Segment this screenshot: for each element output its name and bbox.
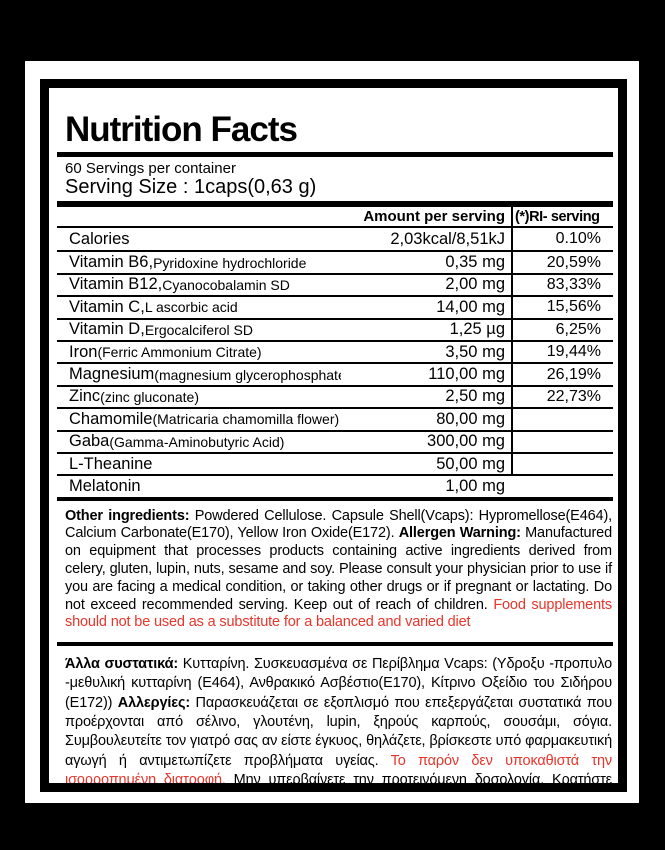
nutrient-name-sub: Cyanocobalamin SD — [162, 276, 290, 293]
nutrient-ri-percent — [511, 453, 613, 475]
table-row: L-Theanine 50,00 mg — [57, 451, 613, 475]
nutrient-name-main: Iron — [69, 342, 98, 361]
nutrient-name: Vitamin B12, Cyanocobalamin SD — [57, 275, 341, 295]
allergen-warning-label: Allergen Warning: — [398, 525, 521, 542]
nutrient-ri-percent: 22,73% — [511, 386, 613, 408]
nutrient-amount: 2,50 mg — [445, 387, 505, 406]
nutrient-name-main: Magnesium — [69, 365, 155, 384]
label-content: Nutrition Facts 60 Servings per containe… — [49, 110, 618, 789]
label-title: Nutrition Facts — [65, 110, 298, 149]
table-row: Vitamin D, Ergocalciferol SD 1,25 µg 6,25% — [57, 317, 613, 340]
table-header-row: Amount per serving (*)RI- serving — [57, 207, 613, 228]
greek-red-warning: Το παρόν δεν υποκαθιστά την ισορροπημένη… — [65, 752, 612, 789]
divider-under-title — [57, 152, 613, 157]
servings-per-container: 60 Servings per container — [65, 160, 236, 177]
nutrient-ri-percent: 6,25% — [511, 319, 613, 340]
nutrient-amount: 3,50 mg — [445, 342, 505, 361]
nutrient-name-main: Gaba — [69, 432, 110, 451]
nutrient-name-sub: Pyridoxine hydrochloride — [153, 254, 307, 271]
divider-language-sections — [57, 642, 613, 646]
divider-table-bottom — [57, 496, 613, 501]
nutrient-name: Vitamin D, Ergocalciferol SD — [57, 320, 341, 340]
nutrient-name-sub: (Gamma-Aminobutyric Acid) — [109, 433, 285, 450]
nutrient-name-sub: Ergocalciferol SD — [144, 321, 253, 338]
nutrient-amount: 0,35 mg — [445, 253, 505, 272]
other-ingredients-text: Powdered Cellulose. Capsule Shell(Vcaps)… — [65, 507, 612, 542]
nutrient-ri-percent — [511, 431, 613, 452]
nutrient-name: Iron (Ferric Ammonium Citrate) — [57, 342, 341, 362]
nutrient-name: Gaba (Gamma-Aminobutyric Acid) — [57, 432, 341, 452]
label-frame: Nutrition Facts 60 Servings per containe… — [40, 79, 627, 792]
english-warning-paragraph: Other ingredients: Powdered Cellulose. C… — [57, 501, 613, 643]
nutrient-name: Vitamin B6, Pyridoxine hydrochloride — [57, 252, 341, 272]
nutrient-ri-percent — [511, 476, 613, 496]
greek-allergies-label: Αλλεργίες: — [117, 694, 191, 711]
nutrient-name: Melatonin — [57, 476, 341, 496]
table-row: Calories 2,03kcal/8,51kJ 0.10% — [57, 228, 613, 251]
serving-size: Serving Size : 1caps(0,63 g) — [65, 176, 317, 198]
nutrient-name: Chamomile (Matricaria chamomilla flower) — [57, 409, 341, 429]
nutrient-amount: 2,03kcal/8,51kJ — [390, 229, 505, 248]
nutrient-name-sub: L ascorbic acid — [144, 299, 238, 316]
nutrient-amount: 1,00 mg — [445, 476, 505, 495]
table-row: Chamomile (Matricaria chamomilla flower)… — [57, 407, 613, 430]
table-row: Vitamin C, L ascorbic acid 14,00 mg 15,56% — [57, 295, 613, 318]
table-row: Gaba (Gamma-Aminobutyric Acid) 300,00 mg — [57, 429, 613, 452]
divider-under-serving — [57, 201, 613, 207]
nutrient-amount: 110,00 mg — [428, 365, 505, 384]
english-red-warning: Food supplements should not be used as a… — [65, 596, 612, 631]
nutrient-amount: 80,00 mg — [436, 409, 505, 428]
nutrient-name-main: Vitamin B12, — [69, 275, 163, 294]
nutrient-name-main: Calories — [69, 229, 130, 248]
nutrient-name-main: Melatonin — [69, 476, 141, 495]
table-row: Iron (Ferric Ammonium Citrate) 3,50 mg 19,… — [57, 339, 613, 363]
table-row: Vitamin B6, Pyridoxine hydrochloride 0,35… — [57, 250, 613, 273]
greek-allergies-text: Παρασκευάζεται σε εξοπλισμό που επεξεργά… — [65, 694, 612, 769]
nutrient-ri-percent: 15,56% — [511, 297, 613, 318]
table-row: Magnesium (magnesium glycerophosphate) 11… — [57, 362, 613, 385]
allergen-warning-text: Manufactured on equipment that processes… — [65, 525, 612, 613]
nutrient-amount: 2,00 mg — [445, 275, 505, 294]
nutrition-table-body: Calories 2,03kcal/8,51kJ 0.10% Vitamin B6, … — [57, 228, 613, 497]
greek-warning-paragraph: Άλλα συστατικά: Κυτταρίνη. Συσκευασμένα … — [57, 646, 613, 789]
nutrient-name-main: Vitamin B6, — [69, 253, 154, 272]
nutrient-ri-percent: 26,19% — [511, 364, 613, 385]
nutrient-name-sub: (Ferric Ammonium Citrate) — [97, 344, 262, 361]
nutrient-name: Magnesium (magnesium glycerophosphate) — [57, 364, 341, 384]
nutrition-table: Amount per serving (*)RI- serving Calori… — [57, 207, 613, 497]
nutrient-amount: 50,00 mg — [436, 454, 505, 473]
greek-other-ingredients-text: Κυτταρίνη. Συσκευασμένα σε Περίβλημα Vca… — [65, 655, 612, 711]
greek-closing-text: Μην υπερβαίνετε την προτεινόμενη δοσολογ… — [233, 772, 613, 789]
greek-other-ingredients-label: Άλλα συστατικά: — [65, 655, 179, 672]
nutrient-name-main: Zinc — [69, 387, 101, 406]
nutrient-amount: 300,00 mg — [427, 432, 505, 451]
nutrient-name: Zinc (zinc gluconate) — [57, 387, 341, 407]
nutrient-amount: 14,00 mg — [436, 297, 505, 316]
nutrient-ri-percent: 20,59% — [511, 252, 613, 273]
nutrient-ri-percent — [511, 409, 613, 430]
nutrient-name-main: Vitamin D, — [69, 320, 145, 339]
table-row: Vitamin B12, Cyanocobalamin SD 2,00 mg 83,… — [57, 272, 613, 296]
nutrient-name-sub: (zinc gluconate) — [100, 388, 199, 405]
nutrient-name-main: Vitamin C, — [69, 297, 145, 316]
other-ingredients-label: Other ingredients: — [65, 507, 190, 524]
column-header-empty — [57, 207, 341, 226]
nutrient-ri-percent: 0.10% — [511, 228, 613, 251]
nutrient-name-main: L-Theanine — [69, 454, 153, 473]
table-row: Melatonin 1,00 mg — [57, 474, 613, 496]
nutrient-name-sub: (magnesium glycerophosphate) — [154, 366, 341, 383]
label-panel: Nutrition Facts 60 Servings per containe… — [25, 61, 639, 803]
nutrient-name: Vitamin C, L ascorbic acid — [57, 297, 341, 317]
nutrient-ri-percent: 19,44% — [511, 341, 613, 363]
nutrient-amount: 1,25 µg — [449, 320, 505, 339]
nutrient-name-main: Chamomile — [69, 409, 153, 428]
nutrient-name: Calories — [57, 228, 341, 250]
table-row: Zinc (zinc gluconate) 2,50 mg 22,73% — [57, 384, 613, 408]
nutrient-name-sub: (Matricaria chamomilla flower) — [152, 411, 340, 428]
column-header-ri: (*)RI- serving — [511, 207, 613, 226]
nutrient-ri-percent: 83,33% — [511, 274, 613, 296]
column-header-amount: Amount per serving — [363, 208, 505, 225]
nutrient-name: L-Theanine — [57, 454, 341, 474]
